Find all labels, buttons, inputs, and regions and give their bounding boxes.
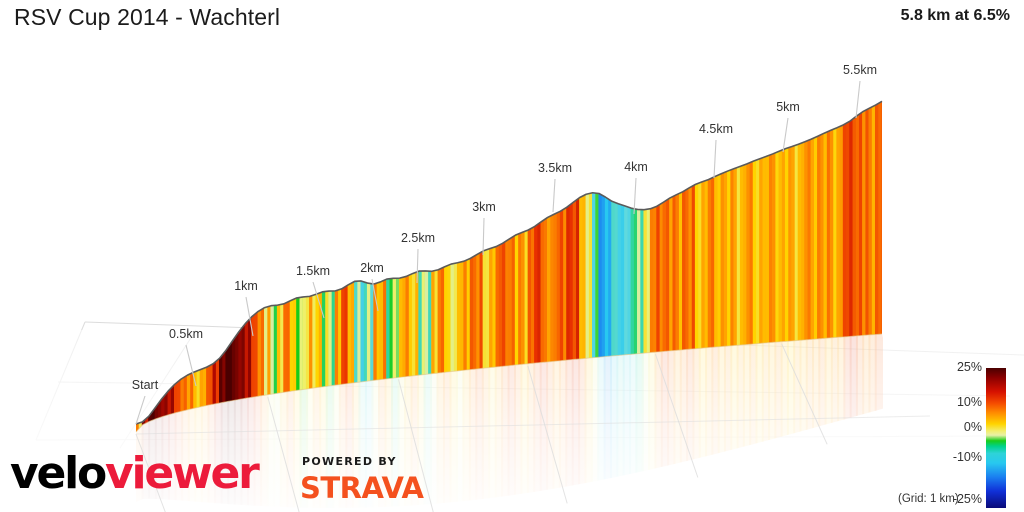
- km-marker-label: 4.5km: [699, 122, 733, 136]
- grid-note: (Grid: 1 km): [898, 493, 959, 505]
- km-marker-label: 1.5km: [296, 264, 330, 278]
- km-marker-line: [856, 81, 860, 118]
- km-marker-label: 3.5km: [538, 161, 572, 175]
- logo-velo-text: velo: [10, 448, 105, 499]
- veloviewer-elevation-profile: RSV Cup 2014 - Wachterl 5.8 km at 6.5% S…: [0, 0, 1024, 512]
- logo-viewer-text: viewer: [105, 448, 258, 499]
- strava-logo[interactable]: STRAVA: [300, 471, 423, 505]
- km-marker-label: 5km: [776, 100, 800, 114]
- km-marker-label: 0.5km: [169, 327, 203, 341]
- km-marker-label: Start: [132, 378, 158, 392]
- gradient-band: [152, 60, 155, 480]
- km-marker-label: 3km: [472, 200, 496, 214]
- gradient-legend: [986, 368, 1006, 508]
- km-marker-line: [483, 218, 484, 255]
- km-marker-line: [553, 179, 555, 212]
- km-marker-label: 2km: [360, 261, 384, 275]
- km-marker-label: 2.5km: [401, 231, 435, 245]
- legend-tick-label: 0%: [0, 420, 982, 434]
- km-marker-label: 5.5km: [843, 63, 877, 77]
- gradient-colour-bar: [986, 368, 1006, 508]
- km-marker-line: [783, 118, 788, 152]
- km-marker-label: 1km: [234, 279, 258, 293]
- veloviewer-logo[interactable]: veloviewer: [10, 450, 258, 498]
- km-marker-line: [714, 140, 716, 178]
- km-marker-label: 4km: [624, 160, 648, 174]
- legend-tick-label: 10%: [0, 395, 982, 409]
- legend-tick-label: 25%: [0, 360, 982, 374]
- powered-by-label: POWERED BY: [302, 455, 397, 468]
